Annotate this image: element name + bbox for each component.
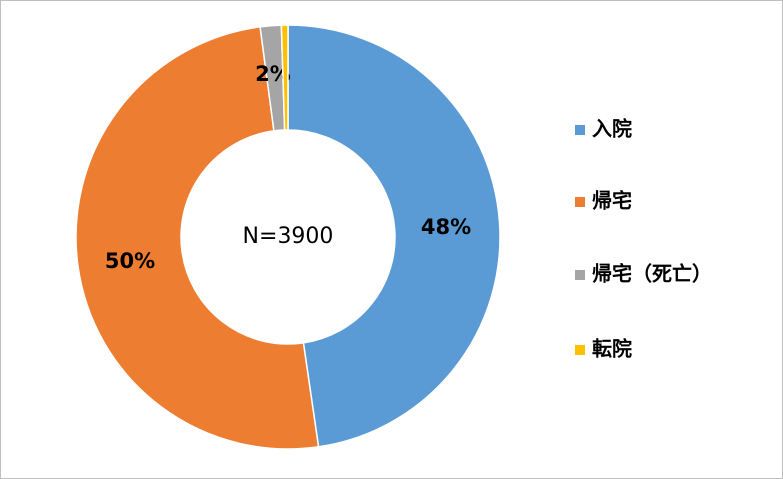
- donut-slice: [287, 24, 501, 448]
- legend-swatch: [575, 125, 585, 135]
- center-annotation: N=3900: [243, 224, 334, 249]
- legend-label: 帰宅（死亡）: [592, 262, 712, 286]
- legend-swatch: [575, 345, 585, 355]
- data-label: 50%: [105, 249, 155, 273]
- legend-label: 入院: [592, 117, 632, 141]
- legend-label: 帰宅: [592, 189, 632, 213]
- legend-swatch: [575, 270, 585, 280]
- data-label: 48%: [421, 215, 471, 239]
- donut-slice: [75, 25, 320, 450]
- legend-label: 転院: [592, 337, 632, 361]
- donut-slice: [280, 24, 289, 131]
- legend-swatch: [575, 197, 585, 207]
